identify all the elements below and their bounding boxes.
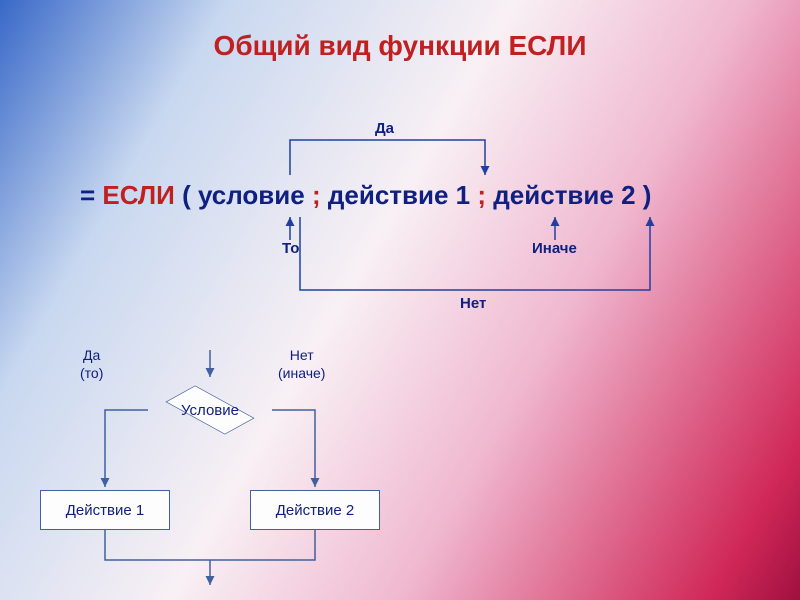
page-title: Общий вид функции ЕСЛИ — [0, 30, 800, 62]
flowchart-diamond: Условие — [150, 380, 270, 440]
label-then: То — [282, 240, 299, 257]
formula-close-paren: ) — [643, 180, 652, 210]
formula-semi-1: ; — [312, 180, 321, 210]
label-else: Иначе — [532, 240, 577, 257]
formula-equals: = — [80, 180, 95, 210]
fc-yes-label: Да(то) — [80, 346, 103, 382]
flowchart-action2-box: Действие 2 — [250, 490, 380, 530]
label-no: Нет — [460, 295, 486, 312]
formula-diagram: = ЕСЛИ ( условие ; действие 1 ; действие… — [0, 120, 800, 320]
formula-action1: действие 1 — [328, 180, 470, 210]
diamond-label: Условие — [150, 402, 270, 419]
formula-brackets-svg — [0, 120, 800, 320]
formula-condition: условие — [198, 180, 305, 210]
flowchart-action1-box: Действие 1 — [40, 490, 170, 530]
label-yes: Да — [375, 120, 394, 137]
formula-text: = ЕСЛИ ( условие ; действие 1 ; действие… — [80, 180, 651, 211]
flowchart: Условие Да(то) Нет(иначе) Действие 1 Дей… — [30, 340, 450, 590]
formula-function: ЕСЛИ — [102, 180, 174, 210]
formula-semi-2: ; — [477, 180, 486, 210]
formula-action2: действие 2 — [493, 180, 635, 210]
fc-no-label: Нет(иначе) — [278, 346, 325, 382]
formula-open-paren: ( — [182, 180, 191, 210]
